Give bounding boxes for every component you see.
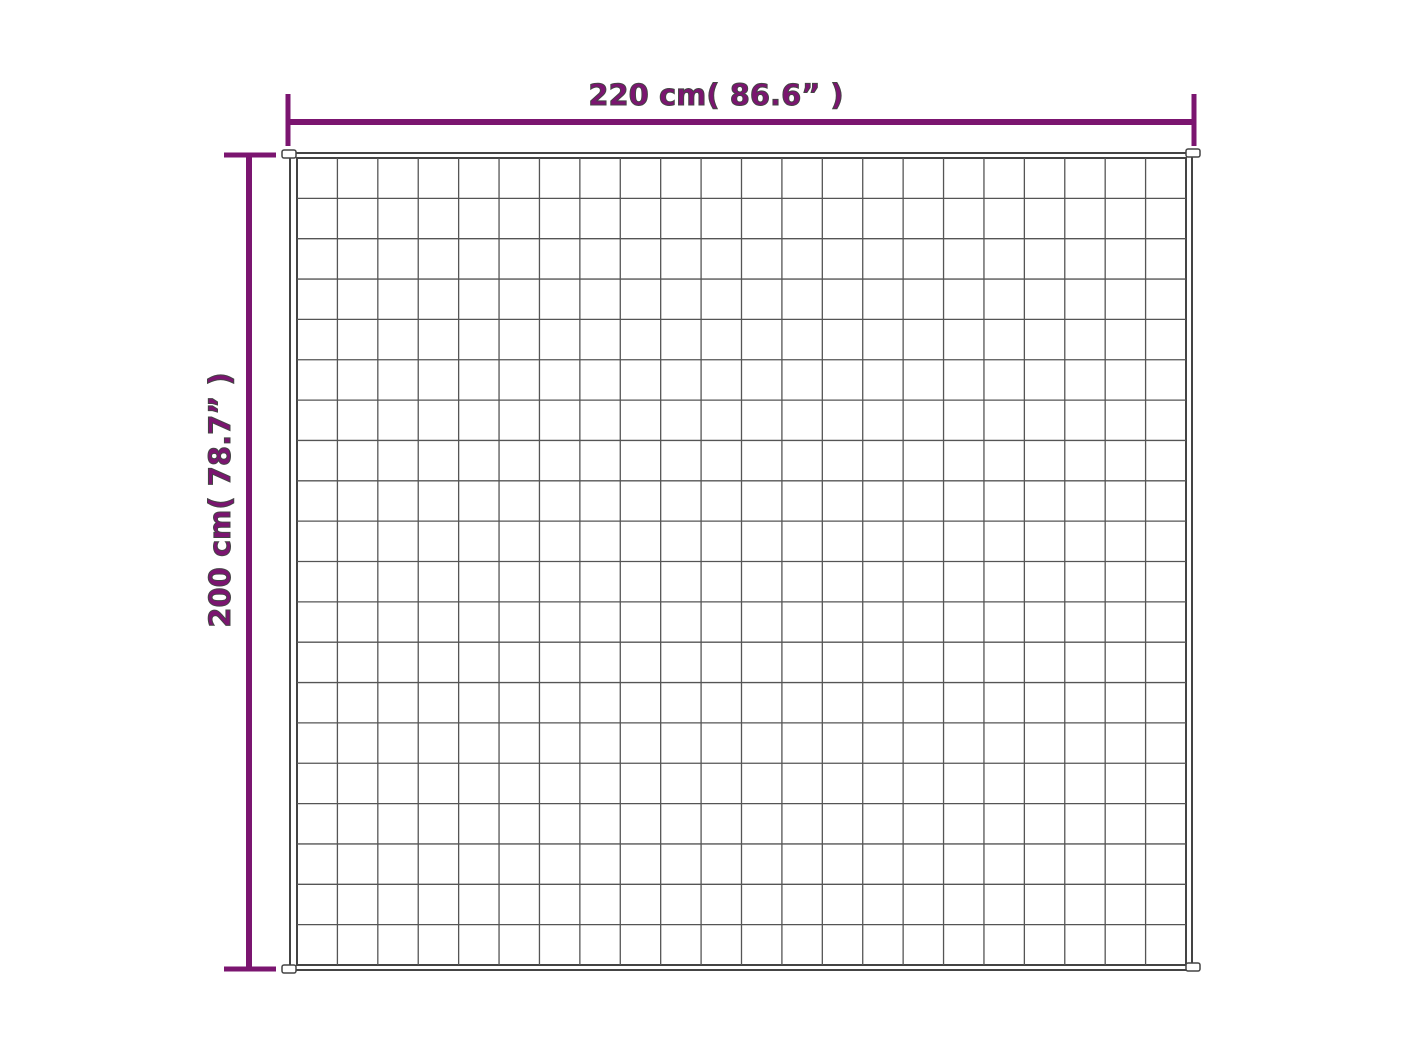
- blanket: [281, 148, 1201, 974]
- corner-tab-bottom-right: [1185, 962, 1201, 972]
- corner-tab-bottom-left: [281, 964, 297, 974]
- height-dimension-line: [224, 152, 276, 972]
- corner-tab-top-right: [1185, 148, 1201, 158]
- width-dimension-line: [285, 94, 1197, 146]
- quilt-grid: [297, 158, 1186, 965]
- corner-tab-top-left: [281, 149, 297, 159]
- height-label: 200 cm( 78.7” ): [203, 372, 237, 627]
- blanket-outer-border: [289, 152, 1193, 971]
- width-label: 220 cm( 86.6” ): [588, 78, 843, 112]
